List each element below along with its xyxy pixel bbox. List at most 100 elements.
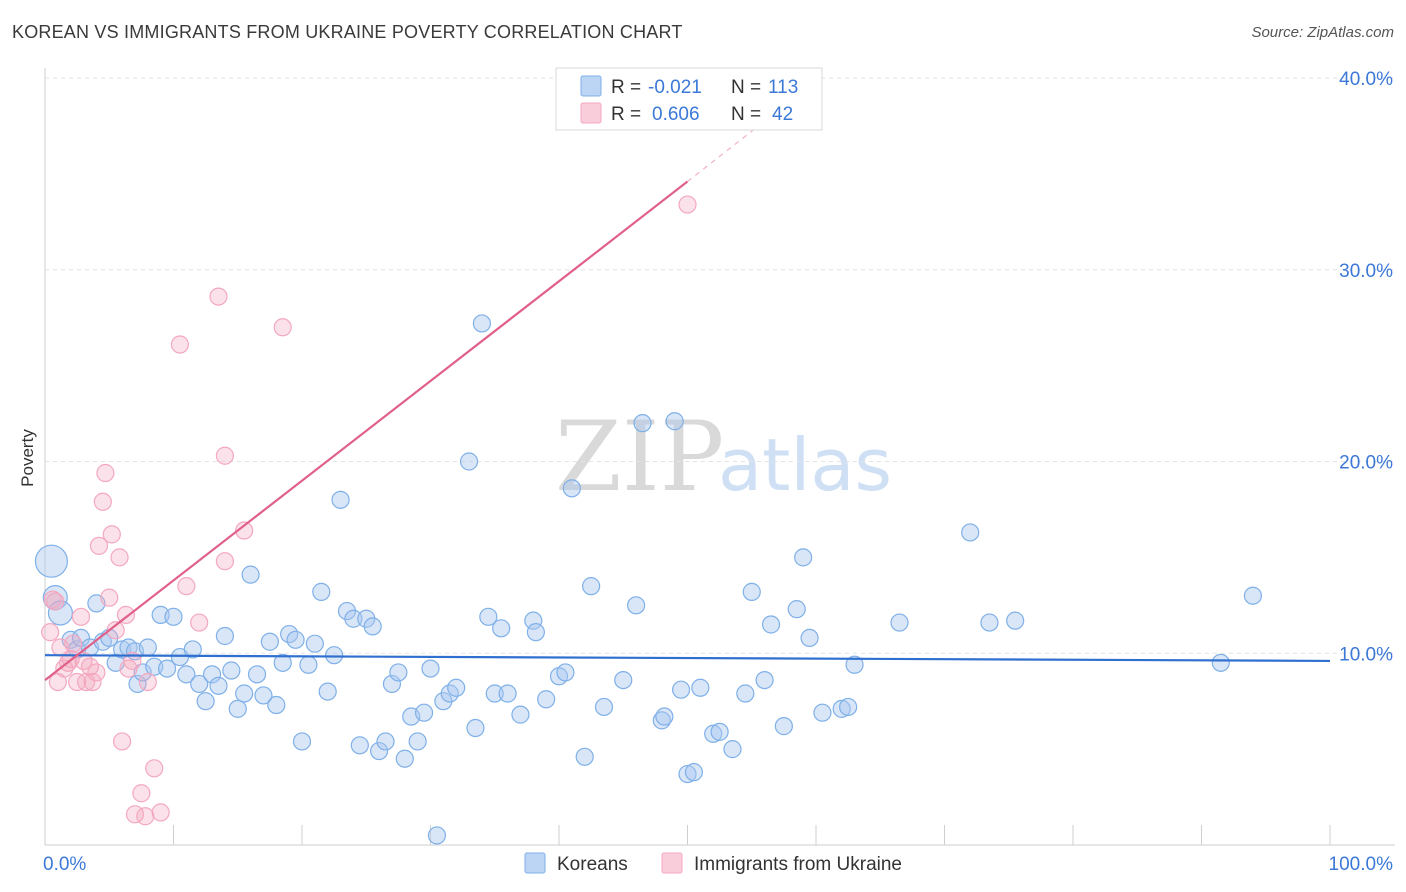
korean-point [479,607,498,626]
korean-point [222,661,241,680]
chart-title: KOREAN VS IMMIGRANTS FROM UKRAINE POVERT… [12,22,683,42]
korean-point [526,623,545,642]
y-tick-label-2: 30.0% [1339,261,1393,282]
korean-point [331,490,350,509]
korean-point [671,680,691,699]
korean-point [299,655,318,674]
ukraine-point [64,634,83,653]
korean-point [312,582,331,601]
korean-point [325,646,344,665]
ukraine-point [83,672,102,692]
ukraine-point [235,521,254,540]
x-tick-label-1: 100.0% [1329,854,1394,875]
legend-swatch-ukraine [580,102,602,124]
korean-point [138,638,157,657]
korean-point [228,699,247,718]
korean-point [556,663,575,682]
ukraine-point [119,659,138,678]
y-tick-label-3: 40.0% [1339,69,1393,90]
ukraine-point [177,577,196,596]
korean-point [241,565,260,584]
korean-point [537,690,556,709]
korean-point [318,682,337,701]
trend-line-ukraine-extension [687,100,791,183]
ukraine-point [136,807,155,826]
korean-point [691,678,710,697]
korean-point [427,826,447,845]
korean-point [704,724,723,743]
korean-point [363,617,382,636]
series-ukraine [41,195,697,826]
korean-point [34,544,69,578]
korean-point [190,674,209,694]
korean-point [633,414,652,433]
korean-point [723,740,742,759]
y-tick-label-0: 10.0% [1339,644,1393,665]
legend-n-label-koreans: N = [731,77,761,98]
y-axis-label: Poverty [18,429,37,487]
korean-point [202,665,222,684]
korean-point [655,707,674,726]
y-tick-labels: 10.0% 20.0% 30.0% 40.0% [1339,69,1393,665]
x-tick-label-0: 0.0% [43,854,86,875]
korean-point [395,749,414,768]
ukraine-point [678,195,697,214]
korean-point [492,619,511,638]
korean-point [614,670,633,690]
watermark-atlas: atlas [718,423,892,507]
korean-point [247,665,267,684]
ukraine-point [87,663,106,682]
ukraine-point [41,623,60,642]
ukraine-point [43,590,62,609]
korean-point [164,607,183,626]
ukraine-point [89,536,109,555]
ukraine-point [102,525,121,544]
series-koreans [34,314,1263,845]
ukraine-point [132,784,151,803]
legend-n-label-ukraine: N = [731,104,761,125]
korean-point [254,686,273,705]
ukraine-point [106,621,125,640]
korean-point [755,670,774,690]
bottom-legend-label-ukraine: Immigrants from Ukraine [694,854,902,875]
korean-point [562,479,581,498]
korean-point [678,764,697,784]
korean-point [382,674,402,694]
korean-point [511,705,530,724]
korean-point [447,678,466,697]
korean-point [980,613,999,632]
korean-point [665,412,684,431]
korean-point [215,626,234,646]
korean-point [183,640,202,659]
korean-point [414,703,434,722]
y-tick-label-1: 20.0% [1339,453,1393,474]
korean-point [389,663,408,682]
ukraine-point [151,803,170,822]
ukraine-point [110,548,129,567]
korean-point [742,582,761,601]
korean-point [472,314,491,333]
x-tick-labels: 0.0% 100.0% [43,854,1393,875]
korean-point [421,659,440,678]
ukraine-point [116,605,136,625]
ukraine-point [190,613,209,632]
korean-point [575,747,594,766]
korean-point [344,609,363,628]
watermark-zip: ZIP [555,401,724,513]
korean-point [273,653,292,672]
ukraine-point [46,592,65,611]
korean-point [286,630,305,649]
korean-point [209,676,228,695]
korean-point [710,722,729,741]
legend-r-value-koreans: -0.021 [648,77,702,98]
ukraine-point [145,759,164,778]
ukraine-point [100,588,119,607]
korean-point [370,741,389,761]
bottom-legend-label-koreans: Koreans [557,854,628,875]
ukraine-point [71,607,91,626]
axes [44,68,1395,846]
korean-point [350,736,369,755]
korean-point [408,732,427,751]
korean-point [47,600,74,626]
legend-r-value-ukraine: 0.606 [652,104,700,125]
